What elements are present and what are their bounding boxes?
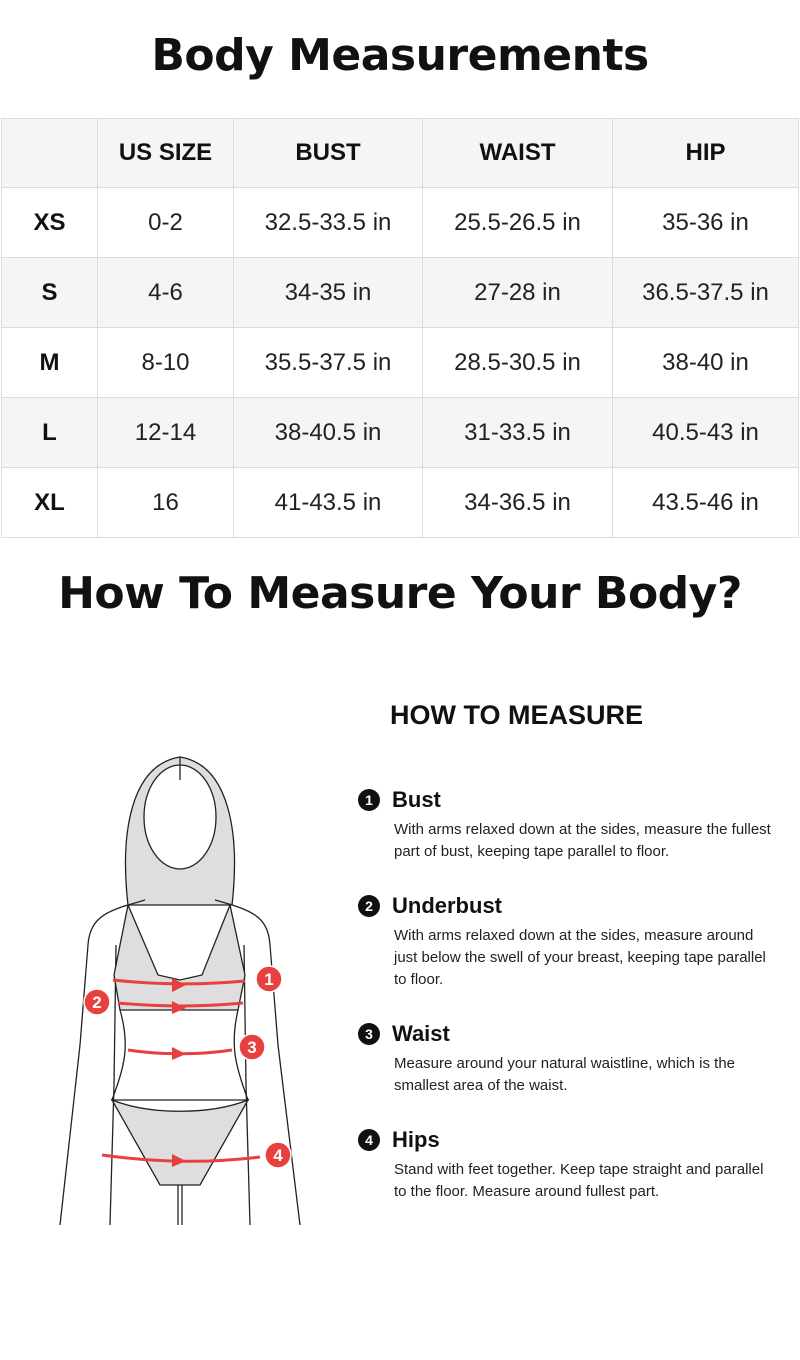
number-1-icon: 1: [358, 789, 380, 811]
cell: 12-14: [97, 397, 234, 468]
cell: 28.5-30.5 in: [422, 327, 613, 398]
svg-text:2: 2: [92, 993, 101, 1012]
step-description: Measure around your natural waistline, w…: [394, 1055, 736, 1094]
cell: 38-40.5 in: [233, 397, 423, 468]
cell: 40.5-43 in: [612, 397, 799, 468]
cell: 27-28 in: [422, 257, 613, 328]
step-underbust: 2 Underbust With arms relaxed down at the…: [358, 893, 778, 991]
body-figure-illustration: 1 2 3 4: [59, 756, 301, 1225]
header-cell: [1, 118, 98, 188]
svg-text:1: 1: [264, 970, 273, 989]
step-description: Stand with feet together. Keep tape stra…: [394, 1161, 764, 1200]
header-cell: WAIST: [422, 118, 613, 188]
cell: 16: [97, 467, 234, 538]
cell: 35.5-37.5 in: [233, 327, 423, 398]
step-title: Bust: [392, 787, 441, 812]
size-cell: S: [1, 257, 98, 328]
cell: 43.5-46 in: [612, 467, 799, 538]
cell: 8-10: [97, 327, 234, 398]
size-cell: XL: [1, 467, 98, 538]
cell: 25.5-26.5 in: [422, 187, 613, 258]
cell: 4-6: [97, 257, 234, 328]
page-title: Body Measurements: [151, 30, 649, 81]
step-description: With arms relaxed down at the sides, mea…: [394, 927, 766, 988]
cell: 0-2: [97, 187, 234, 258]
step-title: Hips: [392, 1127, 440, 1152]
table-row: XL 16 41-43.5 in 34-36.5 in 43.5-46 in: [1, 467, 799, 538]
step-bust: 1 Bust With arms relaxed down at the side…: [358, 787, 778, 863]
number-2-icon: 2: [358, 895, 380, 917]
marker-2: 2: [83, 988, 111, 1016]
step-title: Underbust: [392, 893, 502, 918]
header-cell: HIP: [612, 118, 799, 188]
cell: 36.5-37.5 in: [612, 257, 799, 328]
measure-guide: HOW TO MEASURE 1 Bust With arms relaxed d…: [358, 700, 778, 1233]
table-row: M 8-10 35.5-37.5 in 28.5-30.5 in 38-40 in: [1, 327, 799, 398]
cell: 38-40 in: [612, 327, 799, 398]
header-cell: BUST: [233, 118, 423, 188]
size-cell: XS: [1, 187, 98, 258]
cell: 34-36.5 in: [422, 467, 613, 538]
cell: 35-36 in: [612, 187, 799, 258]
marker-3: 3: [238, 1033, 266, 1061]
svg-text:4: 4: [273, 1146, 283, 1165]
cell: 31-33.5 in: [422, 397, 613, 468]
table-header-row: US SIZE BUST WAIST HIP: [1, 118, 799, 188]
cell: 34-35 in: [233, 257, 423, 328]
size-cell: M: [1, 327, 98, 398]
cell: 41-43.5 in: [233, 467, 423, 538]
table-row: L 12-14 38-40.5 in 31-33.5 in 40.5-43 in: [1, 397, 799, 468]
step-hips: 4 Hips Stand with feet together. Keep tap…: [358, 1127, 778, 1203]
table-row: S 4-6 34-35 in 27-28 in 36.5-37.5 in: [1, 257, 799, 328]
number-4-icon: 4: [358, 1129, 380, 1151]
size-cell: L: [1, 397, 98, 468]
step-waist: 3 Waist Measure around your natural waist…: [358, 1021, 778, 1097]
header-cell: US SIZE: [97, 118, 234, 188]
guide-title: HOW TO MEASURE: [390, 700, 644, 730]
size-chart-table: US SIZE BUST WAIST HIP XS 0-2 32.5-33.5 in…: [1, 118, 799, 538]
marker-4: 4: [264, 1141, 292, 1169]
section-title: How To Measure Your Body?: [58, 568, 742, 619]
number-3-icon: 3: [358, 1023, 380, 1045]
cell: 32.5-33.5 in: [233, 187, 423, 258]
marker-1: 1: [255, 965, 283, 993]
step-title: Waist: [392, 1021, 450, 1046]
table-row: XS 0-2 32.5-33.5 in 25.5-26.5 in 35-36 in: [1, 187, 799, 258]
step-description: With arms relaxed down at the sides, mea…: [394, 821, 771, 860]
svg-text:3: 3: [247, 1038, 256, 1057]
